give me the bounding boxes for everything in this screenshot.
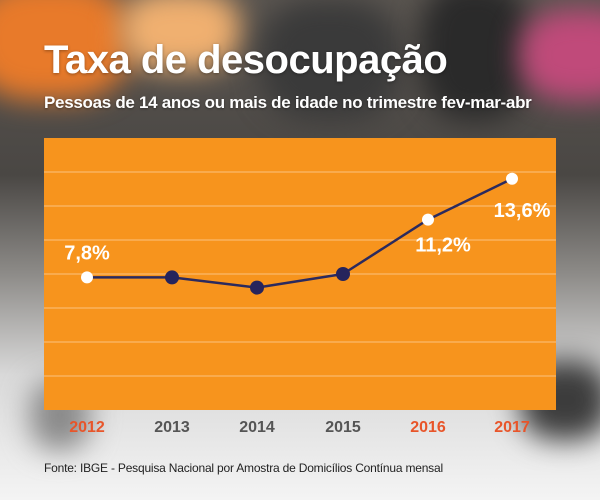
data-point-2012 xyxy=(81,271,93,284)
data-point-2014 xyxy=(250,280,264,295)
x-tick-label-2015: 2015 xyxy=(325,419,361,436)
chart-grid xyxy=(44,171,556,377)
data-label-2017: 13,6% xyxy=(494,200,551,222)
data-labels: 7,8% 11,2% 13,6% xyxy=(64,200,550,265)
x-tick-label-2012: 2012 xyxy=(69,419,105,436)
data-point-2016 xyxy=(422,213,434,226)
page-subtitle: Pessoas de 14 anos ou mais de idade no t… xyxy=(44,93,532,112)
x-tick-label-2013: 2013 xyxy=(154,419,190,436)
data-point-2013 xyxy=(165,270,179,285)
data-label-2012: 7,8% xyxy=(64,242,110,264)
data-point-2015 xyxy=(336,267,350,281)
data-point-2017 xyxy=(506,172,518,185)
series-line-group xyxy=(87,177,513,289)
x-axis-tick-labels: 2012 2013 2014 2015 2016 2017 xyxy=(69,419,530,436)
x-tick-label-2016: 2016 xyxy=(410,419,446,436)
x-tick-label-2017: 2017 xyxy=(494,419,530,436)
data-label-2016: 11,2% xyxy=(415,235,471,257)
data-points xyxy=(81,172,518,295)
source-note: Fonte: IBGE - Pesquisa Nacional por Amos… xyxy=(44,461,443,475)
x-tick-label-2014: 2014 xyxy=(239,419,275,436)
page-title: Taxa de desocupação xyxy=(44,38,448,82)
series-line xyxy=(87,177,513,289)
